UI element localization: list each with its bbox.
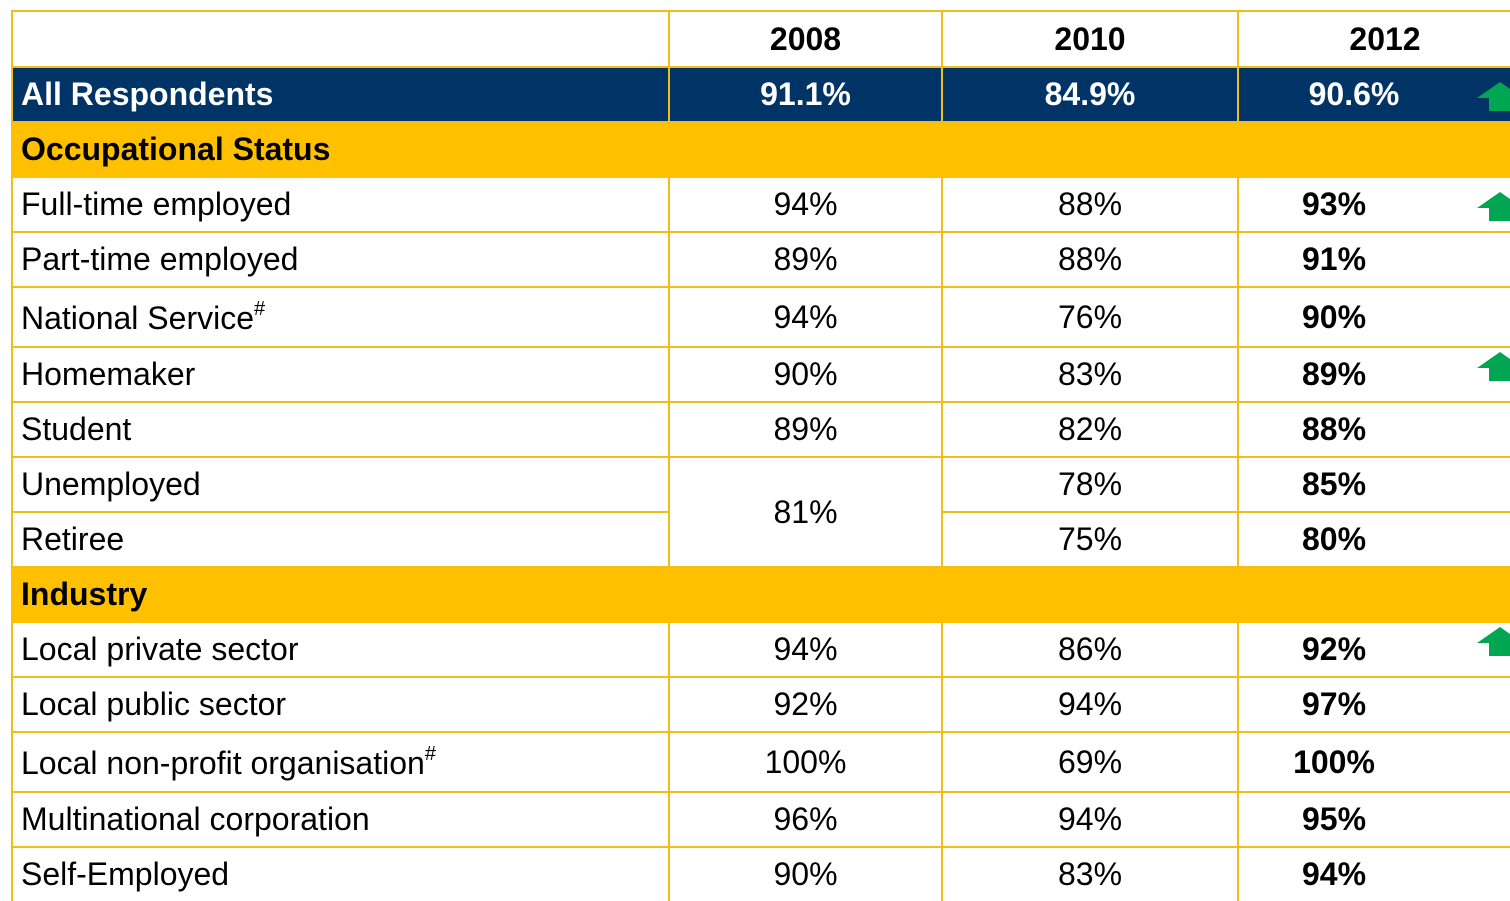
up-arrow: [1477, 627, 1510, 656]
cell: 95%: [1237, 791, 1510, 848]
row: Local private sector 94% 86% 92%: [11, 621, 1510, 678]
corner-cell: [11, 10, 670, 68]
row: Local public sector 92% 94% 97%: [11, 676, 1510, 733]
row-label: Local public sector: [11, 676, 670, 733]
row: Student 89% 82% 88%: [11, 401, 1510, 458]
cell: 76%: [941, 286, 1239, 348]
row-label: Homemaker: [11, 346, 670, 403]
footnote-mark: #: [254, 297, 266, 320]
row: National Service# 94% 76% 90%: [11, 286, 1510, 348]
cell: 94%: [1237, 846, 1510, 901]
cell: 90%: [668, 346, 943, 403]
cell: 85%: [1237, 456, 1510, 513]
row-label: Full-time employed: [11, 176, 670, 233]
row-label: Student: [11, 401, 670, 458]
footnote-mark: #: [424, 742, 436, 765]
up-arrow: [1477, 82, 1510, 111]
cell: 88%: [941, 231, 1239, 288]
cell: 88%: [1237, 401, 1510, 458]
cell: 86%: [941, 621, 1239, 678]
cell: 94%: [668, 286, 943, 348]
cell: 93%: [1301, 186, 1367, 222]
row: Unemployed 81% 78% 85%: [11, 456, 1510, 568]
cell: 92%: [668, 676, 943, 733]
up-arrow: [1477, 352, 1510, 381]
row-label: Local private sector: [11, 621, 670, 678]
row: Multinational corporation 96% 94% 95%: [11, 791, 1510, 848]
cell: 90.6%: [1308, 76, 1400, 112]
cell: 84.9%: [941, 66, 1239, 123]
row: Local non-profit organisation# 100% 69% …: [11, 731, 1510, 793]
cell: 97%: [1237, 676, 1510, 733]
section-row: Industry: [11, 566, 1510, 623]
row: Homemaker 90% 83% 89%: [11, 346, 1510, 403]
row-label: Retiree: [11, 511, 670, 568]
cell: 89%: [1301, 356, 1367, 392]
data-table: 2008 2010 2012 All Respondents 91.1% 84.…: [11, 10, 1510, 901]
cell: 100%: [1237, 731, 1510, 793]
cell: 89%: [668, 401, 943, 458]
cell: 83%: [941, 346, 1239, 403]
row: Full-time employed 94% 88% 93%: [11, 176, 1510, 233]
cell-with-arrow: 89%: [1237, 346, 1510, 403]
row-label: All Respondents: [11, 66, 670, 123]
section-title: Industry: [11, 566, 1510, 623]
cell: 75%: [941, 511, 1239, 568]
cell: 94%: [668, 621, 943, 678]
row-label: Unemployed: [11, 456, 670, 513]
row: Retiree 75% 80%: [11, 511, 1510, 568]
cell: 94%: [941, 676, 1239, 733]
cell: 94%: [668, 176, 943, 233]
cell: 83%: [941, 846, 1239, 901]
section-row: Occupational Status: [11, 121, 1510, 178]
merged-cell: 81%: [668, 456, 943, 568]
year-header: 2010: [941, 10, 1239, 68]
cell: 94%: [941, 791, 1239, 848]
year-header: 2008: [668, 10, 943, 68]
row-label: Self-Employed: [11, 846, 670, 901]
cell: 80%: [1237, 511, 1510, 568]
cell: 88%: [941, 176, 1239, 233]
row-label: Multinational corporation: [11, 791, 670, 848]
row-label: Local non-profit organisation#: [11, 731, 670, 793]
cell: 96%: [668, 791, 943, 848]
cell-with-arrow: 92%: [1237, 621, 1510, 678]
cell-with-arrow: 90.6%: [1237, 66, 1510, 123]
section-title: Occupational Status: [11, 121, 1510, 178]
cell: 78%: [941, 456, 1239, 513]
year-header: 2012: [1237, 10, 1510, 68]
label-text: Local non-profit organisation: [21, 744, 425, 781]
cell-with-arrow: 93%: [1237, 176, 1510, 233]
cell: 69%: [941, 731, 1239, 793]
cell: 82%: [941, 401, 1239, 458]
all-respondents-row: All Respondents 91.1% 84.9% 90.6%: [11, 66, 1510, 123]
cell: 100%: [668, 731, 943, 793]
row: Part-time employed 89% 88% 91%: [11, 231, 1510, 288]
header-row: 2008 2010 2012: [11, 10, 1510, 68]
label-text: National Service: [21, 299, 254, 336]
cell: 92%: [1301, 631, 1367, 667]
row-label: National Service#: [11, 286, 670, 348]
cell: 91%: [1237, 231, 1510, 288]
row-label: Part-time employed: [11, 231, 670, 288]
cell: 91.1%: [668, 66, 943, 123]
cell: 90%: [668, 846, 943, 901]
cell: 89%: [668, 231, 943, 288]
cell: 90%: [1237, 286, 1510, 348]
row: Self-Employed 90% 83% 94%: [11, 846, 1510, 901]
up-arrow: [1477, 192, 1510, 221]
